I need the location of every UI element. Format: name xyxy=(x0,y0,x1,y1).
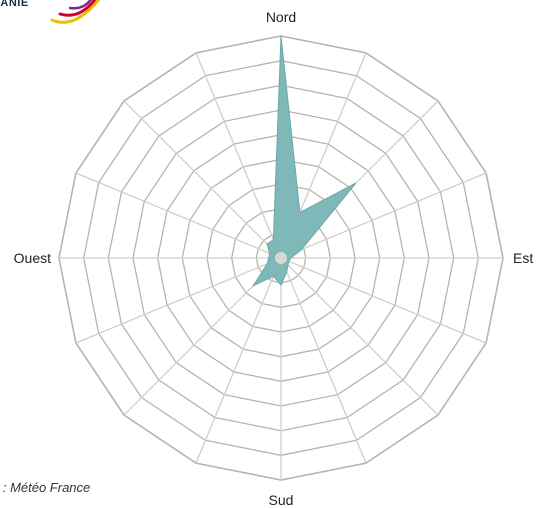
grid-spoke xyxy=(195,257,282,464)
axis-label-north: Nord xyxy=(266,9,296,25)
series-area xyxy=(251,35,357,288)
grid-spoke xyxy=(75,257,282,344)
center-dot xyxy=(275,252,287,264)
axis-label-west: Ouest xyxy=(14,250,51,266)
grid-spoke xyxy=(123,100,282,259)
axis-label-east: Est xyxy=(513,250,533,266)
grid-spoke xyxy=(195,52,282,259)
axis-label-south: Sud xyxy=(269,492,294,508)
grid-spoke xyxy=(280,257,487,344)
logo: TANIE xyxy=(0,0,120,32)
grid-spoke xyxy=(75,172,282,259)
logo-arcs-icon xyxy=(50,0,101,24)
grid-spoke xyxy=(280,257,367,464)
logo-text: TANIE xyxy=(0,0,29,9)
grid-spoke xyxy=(280,172,487,259)
source-credit: e : Météo France xyxy=(0,480,91,495)
grid-spoke xyxy=(280,257,439,416)
